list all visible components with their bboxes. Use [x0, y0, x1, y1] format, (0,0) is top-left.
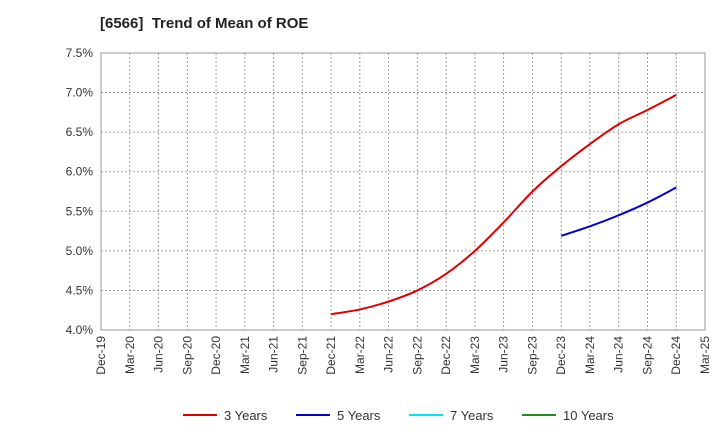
- y-tick-label: 6.0%: [66, 165, 94, 179]
- x-tick-label: Dec-23: [554, 336, 568, 375]
- x-tick-label: Mar-20: [123, 336, 137, 374]
- x-tick-label: Mar-22: [353, 336, 367, 374]
- x-tick-label: Jun-20: [152, 336, 166, 373]
- x-tick-label: Dec-22: [439, 336, 453, 375]
- x-tick-label: Jun-22: [382, 336, 396, 373]
- series-line-5-years: [560, 186, 677, 237]
- x-tick-label: Jun-23: [497, 336, 511, 373]
- x-tick-label: Mar-25: [698, 336, 712, 374]
- x-tick-label: Jun-21: [267, 336, 281, 373]
- chart-title: [6566] Trend of Mean of ROE: [100, 15, 309, 32]
- y-tick-label: 5.5%: [66, 204, 94, 218]
- x-tick-label: Dec-19: [94, 336, 108, 375]
- x-tick-label: Dec-24: [669, 336, 683, 375]
- y-tick-label: 6.5%: [66, 125, 94, 139]
- legend-label-3-years: 3 Years: [224, 408, 268, 423]
- x-tick-label: Jun-24: [612, 336, 626, 373]
- y-tick-label: 5.0%: [66, 244, 94, 258]
- legend-label-5-years: 5 Years: [337, 408, 381, 423]
- y-tick-label: 4.5%: [66, 283, 94, 297]
- legend-label-7-years: 7 Years: [450, 408, 494, 423]
- x-tick-label: Mar-24: [583, 336, 597, 374]
- x-tick-label: Sep-24: [640, 336, 654, 375]
- x-tick-label: Sep-22: [410, 336, 424, 375]
- x-tick-label: Mar-23: [468, 336, 482, 374]
- x-tick-label: Mar-21: [238, 336, 252, 374]
- y-tick-label: 7.5%: [66, 46, 94, 60]
- y-tick-label: 4.0%: [66, 323, 94, 337]
- series-line-3-years: [330, 94, 677, 316]
- x-tick-label: Dec-20: [209, 336, 223, 375]
- plot-area: [100, 52, 706, 331]
- x-tick-label: Sep-20: [180, 336, 194, 375]
- x-tick-label: Dec-21: [324, 336, 338, 375]
- x-tick-label: Sep-21: [295, 336, 309, 375]
- x-tick-label: Sep-23: [525, 336, 539, 375]
- y-tick-label: 7.0%: [66, 86, 94, 100]
- legend-label-10-years: 10 Years: [563, 408, 614, 423]
